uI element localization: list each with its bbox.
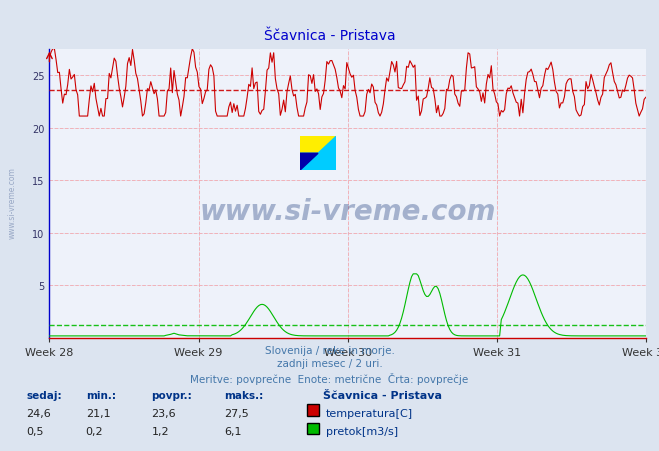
Text: pretok[m3/s]: pretok[m3/s] [326,426,398,436]
Text: sedaj:: sedaj: [26,390,62,400]
Text: 24,6: 24,6 [26,408,51,418]
Polygon shape [300,137,336,154]
Text: 1,2: 1,2 [152,426,169,436]
Text: Meritve: povprečne  Enote: metrične  Črta: povprečje: Meritve: povprečne Enote: metrične Črta:… [190,372,469,384]
Text: povpr.:: povpr.: [152,390,192,400]
Text: 23,6: 23,6 [152,408,176,418]
Text: 0,5: 0,5 [26,426,44,436]
Text: Ščavnica - Pristava: Ščavnica - Pristava [264,29,395,43]
Text: 27,5: 27,5 [224,408,249,418]
Polygon shape [300,154,318,171]
Text: 6,1: 6,1 [224,426,242,436]
Text: Slovenija / reke in morje.: Slovenija / reke in morje. [264,345,395,355]
Text: 21,1: 21,1 [86,408,110,418]
Text: min.:: min.: [86,390,116,400]
Text: maks.:: maks.: [224,390,264,400]
Text: zadnji mesec / 2 uri.: zadnji mesec / 2 uri. [277,359,382,368]
Text: Ščavnica - Pristava: Ščavnica - Pristava [323,390,442,400]
Text: temperatura[C]: temperatura[C] [326,408,413,418]
Polygon shape [300,137,336,171]
Text: 0,2: 0,2 [86,426,103,436]
Text: www.si-vreme.com: www.si-vreme.com [8,167,17,239]
Text: www.si-vreme.com: www.si-vreme.com [200,197,496,225]
